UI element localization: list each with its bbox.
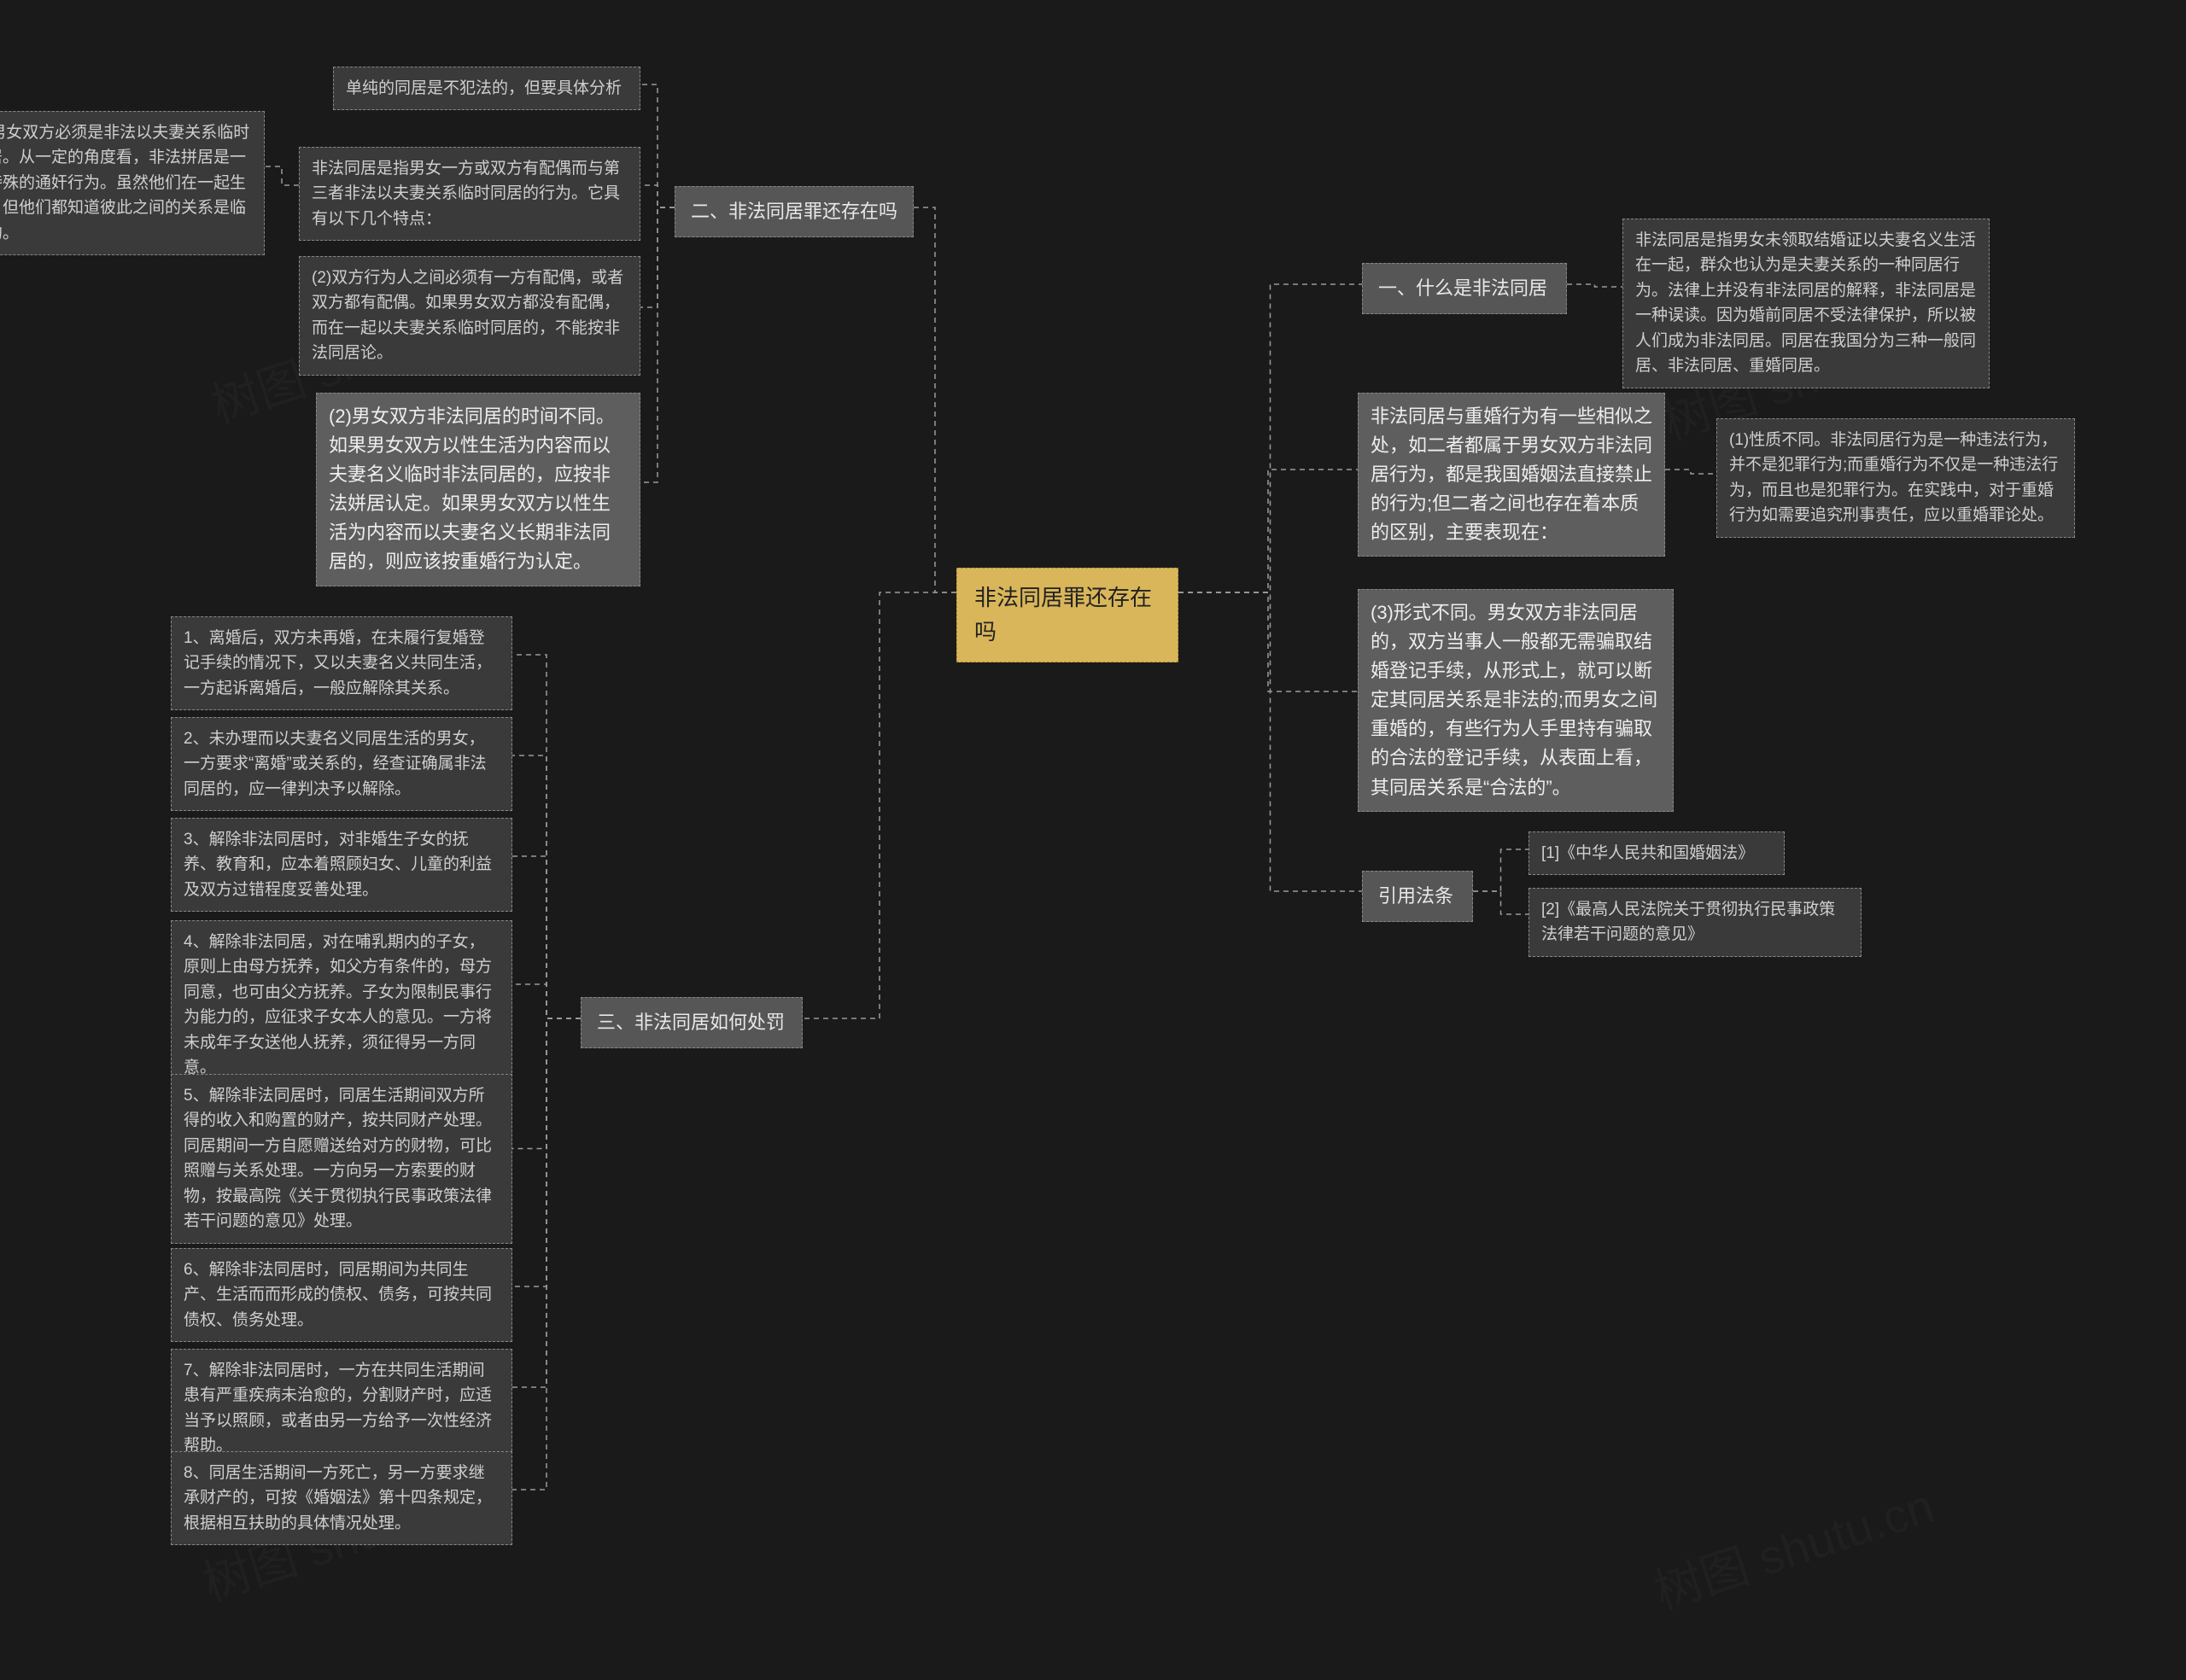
mindmap-node: 3、解除非法同居时，对非婚生子女的抚养、教育和，应本着照顾妇女、儿童的利益及双方… (171, 818, 512, 912)
mindmap-node: 非法同居是指男女未领取结婚证以夫妻名义生活在一起，群众也认为是夫妻关系的一种同居… (1622, 219, 1990, 388)
mindmap-node: 非法同居与重婚行为有一些相似之处，如二者都属于男女双方非法同居行为，都是我国婚姻… (1358, 393, 1665, 557)
mindmap-node: [2]《最高人民法院关于贯彻执行民事政策法律若干问题的意见》 (1528, 888, 1862, 957)
mindmap-node: 三、非法同居如何处罚 (581, 997, 803, 1048)
mindmap-node: 7、解除非法同居时，一方在共同生活期间患有严重疾病未治愈的，分割财产时，应适当予… (171, 1349, 512, 1468)
mindmap-node: [1]《中华人民共和国婚姻法》 (1528, 831, 1785, 875)
mindmap-node: (1)性质不同。非法同居行为是一种违法行为，并不是犯罪行为;而重婚行为不仅是一种… (1716, 418, 2075, 538)
mindmap-node: 二、非法同居罪还存在吗 (675, 186, 914, 237)
mindmap-node: 单纯的同居是不犯法的，但要具体分析 (333, 67, 640, 110)
mindmap-node: 4、解除非法同居，对在哺乳期内的子女，原则上由母方抚养，如父方有条件的，母方同意… (171, 920, 512, 1090)
mindmap-node: 一、什么是非法同居 (1362, 263, 1567, 314)
mindmap-node: 2、未办理而以夫妻名义同居生活的男女，一方要求“离婚”或关系的，经查证确属非法同… (171, 717, 512, 811)
mindmap-node: 8、同居生活期间一方死亡，另一方要求继承财产的，可按《婚姻法》第十四条规定，根据… (171, 1451, 512, 1545)
mindmap-node: 5、解除非法同居时，同居生活期间双方所得的收入和购置的财产，按共同财产处理。同居… (171, 1074, 512, 1244)
mindmap-node: (3)形式不同。男女双方非法同居的，双方当事人一般都无需骗取结婚登记手续，从形式… (1358, 589, 1674, 812)
mindmap-node: (2)双方行为人之间必须有一方有配偶，或者双方都有配偶。如果男女双方都没有配偶，… (299, 256, 640, 376)
mindmap-node: (1)男女双方必须是非法以夫妻关系临时同居。从一定的角度看，非法拼居是一种特殊的… (0, 111, 265, 255)
mindmap-node: (2)男女双方非法同居的时间不同。如果男女双方以性生活为内容而以夫妻名义临时非法… (316, 393, 640, 586)
mindmap-node: 引用法条 (1362, 871, 1473, 922)
mindmap-node: 1、离婚后，双方未再婚，在未履行复婚登记手续的情况下，又以夫妻名义共同生活，一方… (171, 616, 512, 710)
mindmap-node: 6、解除非法同居时，同居期间为共同生产、生活而而形成的债权、债务，可按共同债权、… (171, 1248, 512, 1342)
mindmap-node: 非法同居罪还存在吗 (956, 568, 1178, 662)
mindmap-node: 非法同居是指男女一方或双方有配偶而与第三者非法以夫妻关系临时同居的行为。它具有以… (299, 147, 640, 241)
